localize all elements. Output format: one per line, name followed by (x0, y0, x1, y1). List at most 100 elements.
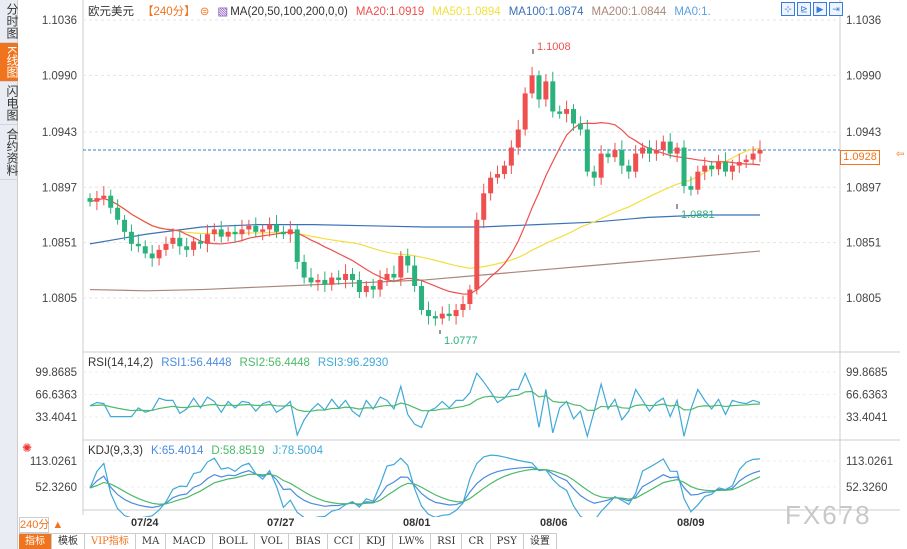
tab-templates[interactable]: 模板 (52, 534, 85, 549)
candle-body (425, 310, 431, 317)
ma-params: MA(20,50,100,200,0,0) (230, 6, 348, 18)
arrow-icon[interactable]: ⇦ (896, 149, 905, 160)
indicator-boll[interactable]: BOLL (213, 534, 255, 549)
kline-chart[interactable]: 1.1036 1.1036 1.0990 1.0990 1.0943 1.0943 1.08… (19, 0, 907, 517)
price-tick-right: 1.1036 (846, 15, 881, 27)
candle-body (612, 149, 618, 158)
candle-body (419, 285, 425, 311)
crosshair-icon[interactable]: ⊹ (781, 2, 795, 16)
candle-body (391, 273, 397, 278)
price-tick-right: 1.0897 (846, 182, 881, 194)
kdj-j-line (89, 454, 761, 517)
price-tick-right: 1.0943 (846, 127, 881, 139)
kdj-k-line (89, 466, 761, 509)
candle-body (667, 141, 673, 154)
ma0-value: MA0:1. (674, 6, 711, 18)
candle-body (122, 219, 128, 232)
candle-body (315, 279, 321, 283)
kdj-label: KDJ(9,3,3) (88, 445, 143, 457)
candle-body (384, 273, 390, 280)
candle-body (474, 219, 480, 290)
rsi-tick-right: 99.8685 (846, 367, 888, 379)
date-label: 07/24 (131, 517, 159, 529)
price-tick-left: 1.0943 (42, 127, 77, 139)
tab-flash[interactable]: 闪电图 (0, 82, 19, 126)
indicator-lwr[interactable]: LW% (393, 534, 432, 549)
tab-indicators[interactable]: 指标 (19, 534, 52, 549)
candle-body (294, 229, 300, 262)
ma-indicator-icon: ▧ (217, 6, 229, 18)
price-tick-right: 1.0805 (846, 293, 881, 305)
watermark-logo: FX678 (785, 500, 872, 530)
candle-body (170, 237, 176, 244)
candle-body (481, 193, 487, 220)
tab-timeshare[interactable]: 分时图 (0, 0, 19, 43)
candle-body (750, 153, 756, 160)
candle-body (453, 310, 459, 317)
candle-body (432, 316, 438, 319)
candle-body (336, 277, 342, 280)
candle-body (716, 162, 722, 170)
mark-label: 1.0881 (681, 209, 715, 221)
candle-body (584, 129, 590, 172)
ma50-value: MA50:1.0894 (432, 6, 501, 18)
indicator-macd[interactable]: MACD (166, 534, 213, 549)
tab-kline[interactable]: K线图 (0, 43, 19, 83)
indicator-ma[interactable]: MA (136, 534, 167, 549)
candle-body (267, 224, 273, 230)
indicator-rsi[interactable]: RSI (431, 534, 463, 549)
candle-body (287, 229, 293, 235)
candle-body (198, 241, 204, 244)
side-tabs: 分时图 K线图 闪电图 合约资料 (0, 0, 19, 549)
candle-body (225, 231, 231, 237)
jump-end-icon[interactable]: ⇥ (829, 2, 843, 16)
tab-contract-info[interactable]: 合约资料 (0, 125, 19, 181)
settings-icon[interactable]: ⊜ (199, 6, 210, 18)
date-label: 07/27 (267, 517, 295, 529)
candle-body (619, 149, 625, 166)
kdj-settings-icon[interactable]: ✺ (22, 441, 33, 455)
candle-body (577, 123, 583, 130)
candle-body (695, 171, 701, 190)
candle-body (640, 147, 646, 154)
price-tick-right: 1.0851 (846, 238, 881, 250)
period-label[interactable]: 【240分】 (142, 6, 196, 18)
kdj-tick-left: 113.0261 (30, 456, 77, 468)
kdj-d-line (89, 468, 761, 505)
candle-body (467, 289, 473, 305)
rsi-legend: RSI(14,14,2) RSI1:56.4448 RSI2:56.4448 RSI3… (88, 357, 396, 369)
indicator-cr[interactable]: CR (462, 534, 491, 549)
high-label: 1.1008 (537, 41, 571, 53)
indicator-cci[interactable]: CCI (328, 534, 361, 549)
current-price-tag: 1.0928 (840, 150, 880, 165)
candle-body (273, 224, 279, 232)
indicator-psy[interactable]: PSY (491, 534, 524, 549)
low-label: 1.0777 (444, 335, 478, 347)
indicator-bias[interactable]: BIAS (289, 534, 328, 549)
rsi-tick-left: 66.6363 (35, 390, 77, 402)
candle-body (184, 246, 190, 250)
candle-body (87, 198, 93, 202)
candle-body (308, 277, 314, 283)
candle-body (349, 273, 355, 280)
rsi3-value: RSI3:96.2930 (317, 357, 389, 369)
candle-body (253, 225, 259, 232)
period-selector[interactable]: 240分 ▲ (19, 517, 64, 533)
candle-body (239, 229, 245, 235)
zoom-in-icon[interactable]: ⊵ (797, 2, 811, 16)
ma20-value: MA20:1.0919 (355, 6, 425, 18)
candle-body (128, 231, 134, 244)
tab-vip-indicators[interactable]: VIP指标 (85, 534, 136, 549)
date-label: 08/09 (677, 517, 705, 529)
candle-body (729, 165, 735, 172)
settings-button[interactable]: 设置 (524, 534, 557, 549)
play-icon[interactable]: ▶ (813, 2, 827, 16)
kdj-tick-left: 52.3260 (35, 482, 77, 494)
price-tick-right: 1.0990 (846, 70, 881, 82)
candle-body (515, 129, 521, 148)
candle-body (149, 253, 155, 259)
candle-body (605, 153, 611, 158)
kdj-tick-right: 52.3260 (846, 482, 888, 494)
indicator-kdj[interactable]: KDJ (360, 534, 393, 549)
indicator-vol[interactable]: VOL (255, 534, 290, 549)
